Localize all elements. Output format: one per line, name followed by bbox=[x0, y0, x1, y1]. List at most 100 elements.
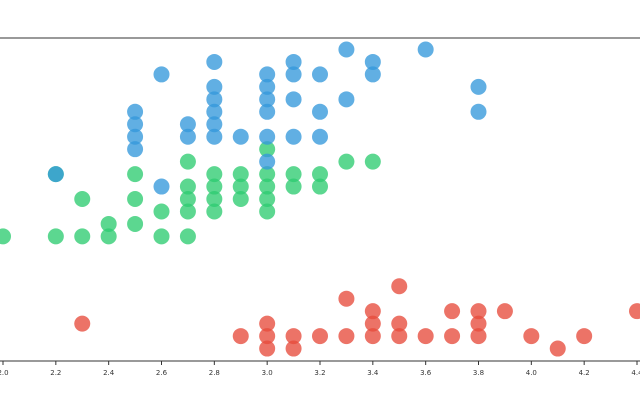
data-point bbox=[338, 290, 355, 307]
data-point bbox=[364, 315, 381, 332]
data-point bbox=[127, 103, 144, 120]
data-point bbox=[259, 166, 276, 183]
data-point bbox=[232, 328, 249, 345]
data-point bbox=[470, 315, 487, 332]
data-point bbox=[285, 166, 302, 183]
data-point bbox=[549, 340, 566, 357]
data-point bbox=[259, 153, 276, 170]
x-tick-label: 4.0 bbox=[526, 369, 537, 377]
data-point bbox=[179, 228, 196, 245]
x-tick-label: 3.8 bbox=[473, 369, 484, 377]
x-tick-label: 2.6 bbox=[156, 369, 168, 377]
data-point bbox=[259, 191, 276, 208]
data-point bbox=[259, 91, 276, 108]
data-point bbox=[364, 303, 381, 320]
data-point bbox=[47, 166, 64, 183]
data-point bbox=[206, 178, 223, 195]
data-point bbox=[153, 228, 170, 245]
x-tick-label: 2.0 bbox=[0, 369, 9, 377]
data-point bbox=[285, 91, 302, 108]
x-axis-ticks: 2.0 2.2 2.4 2.6 2.8 3.0 3.2 3.4 3.6 3.8 4.0 4.2 4.4 bbox=[0, 361, 640, 377]
data-point bbox=[153, 66, 170, 83]
data-point bbox=[259, 128, 276, 145]
data-point bbox=[206, 103, 223, 120]
data-point bbox=[179, 178, 196, 195]
data-point bbox=[206, 128, 223, 145]
data-point bbox=[127, 191, 144, 208]
data-point bbox=[285, 66, 302, 83]
data-point bbox=[312, 128, 328, 145]
data-point bbox=[470, 78, 487, 95]
data-point bbox=[338, 41, 355, 58]
data-point bbox=[259, 328, 276, 345]
data-point bbox=[496, 303, 513, 320]
data-point bbox=[74, 191, 91, 208]
data-point bbox=[629, 303, 640, 320]
x-tick-label: 3.2 bbox=[314, 369, 325, 377]
data-points bbox=[0, 41, 640, 357]
data-point bbox=[285, 340, 302, 357]
data-point bbox=[285, 53, 302, 70]
data-point bbox=[74, 315, 91, 332]
data-point bbox=[259, 315, 276, 332]
x-tick-label: 2.2 bbox=[50, 369, 61, 377]
data-point bbox=[206, 78, 223, 95]
data-point bbox=[364, 53, 381, 70]
x-tick-label: 3.6 bbox=[420, 369, 432, 377]
data-point bbox=[391, 315, 408, 332]
data-point bbox=[179, 128, 196, 145]
data-point bbox=[206, 191, 223, 208]
data-point bbox=[179, 203, 196, 220]
data-point bbox=[232, 191, 249, 208]
data-point bbox=[285, 128, 302, 145]
data-point bbox=[127, 128, 144, 145]
data-point bbox=[259, 340, 276, 357]
data-point bbox=[232, 166, 249, 183]
data-point bbox=[206, 53, 223, 70]
data-point bbox=[470, 303, 487, 320]
data-point bbox=[523, 328, 540, 345]
x-tick-label: 4.2 bbox=[579, 369, 590, 377]
data-point bbox=[127, 116, 144, 133]
data-point bbox=[285, 328, 302, 345]
data-point bbox=[0, 228, 11, 245]
data-point bbox=[206, 166, 223, 183]
data-point bbox=[312, 178, 328, 195]
data-point bbox=[259, 78, 276, 95]
data-point bbox=[206, 91, 223, 108]
data-point bbox=[74, 228, 91, 245]
data-point bbox=[206, 116, 223, 133]
data-point bbox=[153, 178, 170, 195]
data-point bbox=[127, 215, 144, 232]
data-point bbox=[364, 153, 381, 170]
data-point bbox=[417, 41, 434, 58]
data-point bbox=[47, 228, 64, 245]
data-point bbox=[259, 178, 276, 195]
x-tick-label: 3.4 bbox=[367, 369, 379, 377]
x-tick-label: 3.0 bbox=[262, 369, 273, 377]
data-point bbox=[444, 328, 461, 345]
data-point bbox=[259, 141, 276, 158]
data-point bbox=[470, 103, 487, 120]
data-point bbox=[285, 178, 302, 195]
data-point bbox=[259, 103, 276, 120]
data-point bbox=[179, 191, 196, 208]
data-point bbox=[364, 66, 381, 83]
data-point bbox=[232, 128, 249, 145]
data-point bbox=[576, 328, 593, 345]
data-point bbox=[391, 278, 408, 295]
data-point bbox=[100, 228, 117, 245]
data-point bbox=[338, 91, 355, 108]
data-point bbox=[179, 153, 196, 170]
x-tick-label: 2.8 bbox=[209, 369, 220, 377]
data-point bbox=[100, 215, 117, 232]
data-point bbox=[391, 328, 408, 345]
x-tick-label: 2.4 bbox=[103, 369, 115, 377]
data-point bbox=[179, 116, 196, 133]
data-point bbox=[444, 303, 461, 320]
data-point bbox=[312, 328, 328, 345]
data-point bbox=[364, 328, 381, 345]
data-point bbox=[312, 166, 328, 183]
data-point bbox=[259, 66, 276, 83]
